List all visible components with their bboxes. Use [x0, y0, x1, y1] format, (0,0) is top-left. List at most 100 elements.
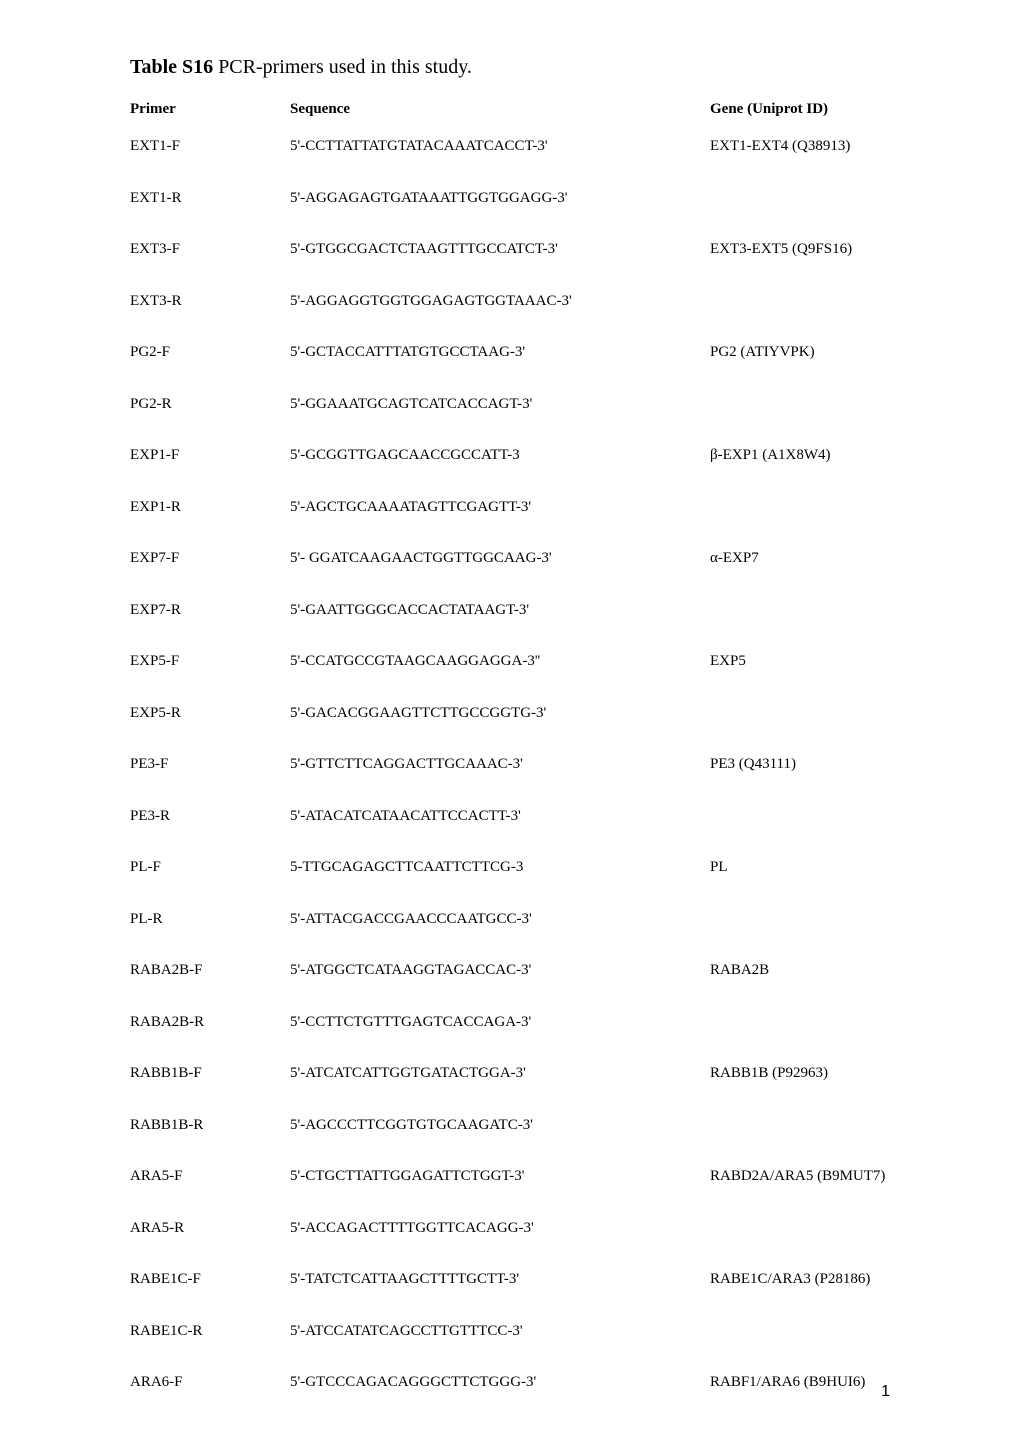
- table-row: ARA6-F5'-GTCCCAGACAGGGCTTCTGGG-3'RABF1/A…: [130, 1374, 890, 1426]
- header-primer: Primer: [130, 101, 290, 138]
- cell-gene: PG2 (ATIYVPK): [710, 344, 890, 396]
- header-sequence: Sequence: [290, 101, 710, 138]
- cell-sequence: 5'-AGCTGCAAAATAGTTCGAGTT-3': [290, 499, 710, 551]
- table-row: RABB1B-F5'-ATCATCATTGGTGATACTGGA-3'RABB1…: [130, 1065, 890, 1117]
- table-row: EXP1-R5'-AGCTGCAAAATAGTTCGAGTT-3': [130, 499, 890, 551]
- table-header-row: Primer Sequence Gene (Uniprot ID): [130, 101, 890, 138]
- table-row: PL-R5'-ATTACGACCGAACCCAATGCC-3': [130, 911, 890, 963]
- table-row: EXT3-F5'-GTGGCGACTCTAAGTTTGCCATCT-3'EXT3…: [130, 241, 890, 293]
- cell-gene: [710, 705, 890, 757]
- cell-primer: EXT1-F: [130, 138, 290, 190]
- cell-sequence: 5'- GGATCAAGAACTGGTTGGCAAG-3': [290, 550, 710, 602]
- cell-gene: RABB1B (P92963): [710, 1065, 890, 1117]
- cell-gene: β-EXP1 (A1X8W4): [710, 447, 890, 499]
- table-row: ARA5-R5'-ACCAGACTTTTGGTTCACAGG-3': [130, 1220, 890, 1272]
- cell-sequence: 5'-ATCATCATTGGTGATACTGGA-3': [290, 1065, 710, 1117]
- cell-gene: EXT1-EXT4 (Q38913): [710, 138, 890, 190]
- cell-primer: PG2-R: [130, 396, 290, 448]
- cell-primer: RABA2B-F: [130, 962, 290, 1014]
- cell-gene: EXP5: [710, 653, 890, 705]
- cell-gene: [710, 396, 890, 448]
- table-row: PE3-F5'-GTTCTTCAGGACTTGCAAAC-3'PE3 (Q431…: [130, 756, 890, 808]
- cell-gene: RABF1/ARA6 (B9HUI6): [710, 1374, 890, 1426]
- cell-gene: RABE1C/ARA3 (P28186): [710, 1271, 890, 1323]
- cell-sequence: 5'-ATTACGACCGAACCCAATGCC-3': [290, 911, 710, 963]
- table-row: PG2-F5'-GCTACCATTTATGTGCCTAAG-3'PG2 (ATI…: [130, 344, 890, 396]
- cell-sequence: 5-TTGCAGAGCTTCAATTCTTCG-3: [290, 859, 710, 911]
- cell-primer: PG2-F: [130, 344, 290, 396]
- table-row: EXT3-R5'-AGGAGGTGGTGGAGAGTGGTAAAC-3': [130, 293, 890, 345]
- cell-primer: EXP7-F: [130, 550, 290, 602]
- cell-sequence: 5'-AGGAGAGTGATAAATTGGTGGAGG-3': [290, 190, 710, 242]
- table-row: RABE1C-F5'-TATCTCATTAAGCTTTTGCTT-3'RABE1…: [130, 1271, 890, 1323]
- cell-gene: [710, 1117, 890, 1169]
- cell-gene: RABD2A/ARA5 (B9MUT7): [710, 1168, 890, 1220]
- table-row: RABE1C-R5'-ATCCATATCAGCCTTGTTTCC-3': [130, 1323, 890, 1375]
- cell-primer: RABE1C-F: [130, 1271, 290, 1323]
- cell-sequence: 5'-GCGGTTGAGCAACCGCCATT-3: [290, 447, 710, 499]
- cell-gene: RABA2B: [710, 962, 890, 1014]
- cell-sequence: 5'-GACACGGAAGTTCTTGCCGGTG-3': [290, 705, 710, 757]
- cell-sequence: 5'-GGAAATGCAGTCATCACCAGT-3': [290, 396, 710, 448]
- primer-table: Primer Sequence Gene (Uniprot ID) EXT1-F…: [130, 101, 890, 1426]
- table-row: EXP7-F5'- GGATCAAGAACTGGTTGGCAAG-3'α-EXP…: [130, 550, 890, 602]
- cell-primer: ARA6-F: [130, 1374, 290, 1426]
- cell-sequence: 5'-ACCAGACTTTTGGTTCACAGG-3': [290, 1220, 710, 1272]
- cell-primer: PE3-R: [130, 808, 290, 860]
- cell-primer: EXP7-R: [130, 602, 290, 654]
- table-row: PE3-R5'-ATACATCATAACATTCCACTT-3': [130, 808, 890, 860]
- cell-sequence: 5'-CTGCTTATTGGAGATTCTGGT-3': [290, 1168, 710, 1220]
- header-gene: Gene (Uniprot ID): [710, 101, 890, 138]
- cell-gene: [710, 1014, 890, 1066]
- cell-sequence: 5'-GCTACCATTTATGTGCCTAAG-3': [290, 344, 710, 396]
- cell-primer: ARA5-R: [130, 1220, 290, 1272]
- table-row: EXT1-R5'-AGGAGAGTGATAAATTGGTGGAGG-3': [130, 190, 890, 242]
- page-number: 1: [881, 1383, 890, 1401]
- cell-gene: [710, 190, 890, 242]
- cell-primer: EXT3-R: [130, 293, 290, 345]
- cell-gene: [710, 293, 890, 345]
- cell-sequence: 5'-CCTTCTGTTTGAGTCACCAGA-3': [290, 1014, 710, 1066]
- table-row: ARA5-F5'-CTGCTTATTGGAGATTCTGGT-3'RABD2A/…: [130, 1168, 890, 1220]
- table-row: PG2-R5'-GGAAATGCAGTCATCACCAGT-3': [130, 396, 890, 448]
- cell-gene: [710, 499, 890, 551]
- cell-sequence: 5'-GTTCTTCAGGACTTGCAAAC-3': [290, 756, 710, 808]
- table-number: Table S16: [130, 56, 213, 78]
- cell-gene: [710, 911, 890, 963]
- table-caption: Table S16 PCR-primers used in this study…: [130, 56, 890, 79]
- cell-gene: α-EXP7: [710, 550, 890, 602]
- cell-primer: EXP5-F: [130, 653, 290, 705]
- cell-gene: EXT3-EXT5 (Q9FS16): [710, 241, 890, 293]
- table-row: EXP7-R5'-GAATTGGGCACCACTATAAGT-3': [130, 602, 890, 654]
- table-row: RABB1B-R5'-AGCCCTTCGGTGTGCAAGATC-3': [130, 1117, 890, 1169]
- cell-primer: RABB1B-R: [130, 1117, 290, 1169]
- cell-gene: PL: [710, 859, 890, 911]
- table-row: EXP5-R5'-GACACGGAAGTTCTTGCCGGTG-3': [130, 705, 890, 757]
- cell-primer: EXT3-F: [130, 241, 290, 293]
- cell-sequence: 5'-AGGAGGTGGTGGAGAGTGGTAAAC-3': [290, 293, 710, 345]
- cell-primer: EXP5-R: [130, 705, 290, 757]
- cell-primer: EXT1-R: [130, 190, 290, 242]
- cell-sequence: 5'-AGCCCTTCGGTGTGCAAGATC-3': [290, 1117, 710, 1169]
- cell-gene: [710, 808, 890, 860]
- cell-gene: [710, 1220, 890, 1272]
- table-row: RABA2B-R5'-CCTTCTGTTTGAGTCACCAGA-3': [130, 1014, 890, 1066]
- table-row: EXP5-F5'-CCATGCCGTAAGCAAGGAGGA-3''EXP5: [130, 653, 890, 705]
- cell-primer: RABA2B-R: [130, 1014, 290, 1066]
- cell-primer: EXP1-R: [130, 499, 290, 551]
- table-title-text: PCR-primers used in this study.: [213, 56, 472, 78]
- cell-sequence: 5'-ATGGCTCATAAGGTAGACCAC-3': [290, 962, 710, 1014]
- cell-sequence: 5'-TATCTCATTAAGCTTTTGCTT-3': [290, 1271, 710, 1323]
- table-row: RABA2B-F5'-ATGGCTCATAAGGTAGACCAC-3'RABA2…: [130, 962, 890, 1014]
- cell-primer: PE3-F: [130, 756, 290, 808]
- cell-primer: RABB1B-F: [130, 1065, 290, 1117]
- cell-primer: PL-F: [130, 859, 290, 911]
- cell-primer: PL-R: [130, 911, 290, 963]
- cell-gene: [710, 1323, 890, 1375]
- cell-sequence: 5'-GTGGCGACTCTAAGTTTGCCATCT-3': [290, 241, 710, 293]
- cell-sequence: 5'-GTCCCAGACAGGGCTTCTGGG-3': [290, 1374, 710, 1426]
- cell-primer: EXP1-F: [130, 447, 290, 499]
- cell-gene: PE3 (Q43111): [710, 756, 890, 808]
- cell-primer: RABE1C-R: [130, 1323, 290, 1375]
- cell-sequence: 5'-ATCCATATCAGCCTTGTTTCC-3': [290, 1323, 710, 1375]
